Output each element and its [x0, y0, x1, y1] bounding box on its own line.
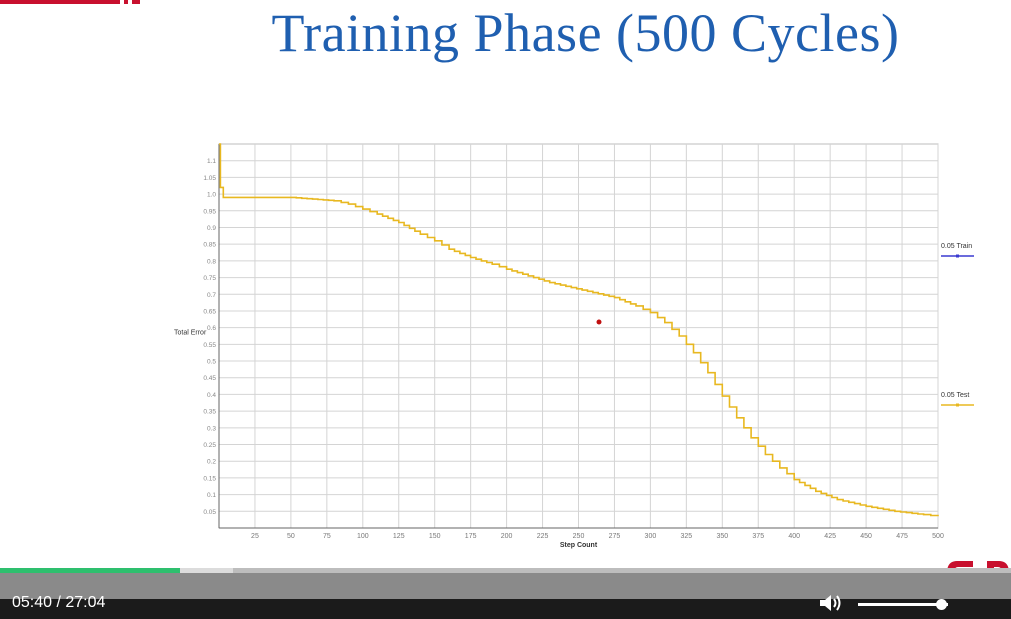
y-tick-label: 0.25 [203, 442, 216, 449]
series-line-2 [219, 143, 939, 517]
y-tick-label: 0.85 [203, 242, 216, 249]
y-tick-label: 0.7 [207, 292, 216, 299]
x-axis-label: Step Count [560, 542, 598, 549]
mouse-cursor-marker [596, 319, 602, 325]
seek-bar-progress [0, 568, 180, 573]
x-tick-label: 475 [896, 533, 908, 540]
y-tick-label: 1.0 [207, 192, 216, 199]
header-accent-mark [124, 0, 128, 4]
x-tick-label: 500 [932, 533, 944, 540]
x-tick-label: 325 [681, 533, 693, 540]
y-tick-label: 0.45 [203, 375, 216, 382]
legend-marker [956, 403, 959, 407]
y-tick-label: 1.1 [207, 158, 216, 165]
x-tick-label: 150 [429, 533, 441, 540]
y-tick-label: 0.9 [207, 225, 216, 232]
controls-strip [0, 599, 1011, 619]
legend-marker [956, 254, 959, 258]
brand-logo-icon [947, 561, 1009, 568]
header-accent-bar [0, 0, 120, 4]
volume-slider-handle[interactable] [935, 599, 947, 610]
y-tick-label: 0.2 [207, 459, 216, 466]
x-tick-label: 300 [645, 533, 657, 540]
video-player-bar: 05:40 / 27:04 [0, 568, 1011, 619]
speaker-icon[interactable] [818, 592, 844, 614]
y-tick-label: 0.3 [207, 425, 216, 432]
time-display: 05:40 / 27:04 [12, 594, 106, 611]
y-tick-label: 0.55 [203, 342, 216, 349]
x-tick-label: 375 [752, 533, 764, 540]
y-tick-label: 0.75 [203, 275, 216, 282]
y-tick-label: 0.8 [207, 258, 216, 265]
x-tick-label: 400 [788, 533, 800, 540]
x-tick-label: 175 [465, 533, 477, 540]
error-chart: 25 50 75 100 125 150 175 200 225 250 275 300 325 350 3… [174, 143, 974, 549]
x-tick-label: 125 [393, 533, 405, 540]
y-tick-label: 0.6 [207, 325, 216, 332]
header-accent-mark [132, 0, 140, 4]
y-tick-label: 0.5 [207, 359, 216, 366]
legend-label: 0.05 Train [941, 243, 972, 250]
y-tick-label: 0.15 [203, 475, 216, 482]
x-tick-label: 75 [323, 533, 331, 540]
y-axis-label: Total Error [174, 329, 207, 336]
seek-bar[interactable] [0, 568, 1011, 573]
x-tick-label: 25 [251, 533, 259, 540]
x-tick-label: 450 [860, 533, 872, 540]
x-tick-label: 425 [824, 533, 836, 540]
y-tick-label: 0.4 [207, 392, 216, 399]
y-tick-label: 0.95 [203, 208, 216, 215]
y-tick-label: 0.65 [203, 308, 216, 315]
y-tick-label: 0.05 [203, 509, 216, 516]
x-tick-label: 275 [609, 533, 621, 540]
volume-slider[interactable] [858, 603, 948, 606]
slide: Training Phase (500 Cycles) 25 50 75 100 125… [0, 0, 1009, 568]
player-backdrop [0, 568, 1011, 599]
x-tick-label: 200 [501, 533, 513, 540]
x-tick-label: 100 [357, 533, 369, 540]
x-tick-label: 250 [573, 533, 585, 540]
x-tick-label: 350 [716, 533, 728, 540]
x-tick-label: 50 [287, 533, 295, 540]
slide-title: Training Phase (500 Cycles) [271, 3, 900, 63]
y-tick-label: 0.35 [203, 409, 216, 416]
y-tick-label: 1.05 [203, 175, 216, 182]
x-tick-label: 225 [537, 533, 549, 540]
y-tick-label: 0.1 [207, 492, 216, 499]
legend-label: 0.05 Test [941, 392, 969, 399]
